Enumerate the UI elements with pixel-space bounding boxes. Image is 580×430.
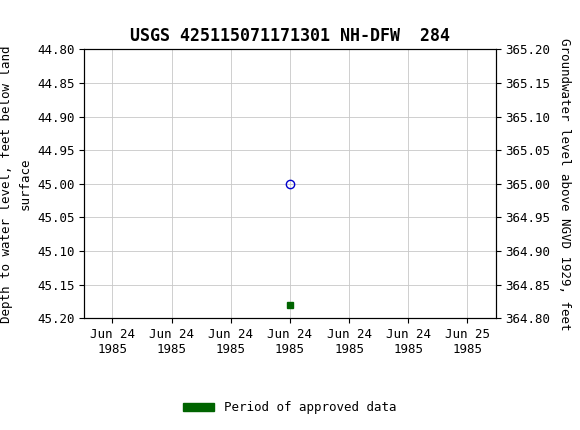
Y-axis label: Depth to water level, feet below land
surface: Depth to water level, feet below land su… [1, 45, 31, 322]
Title: USGS 425115071171301 NH-DFW  284: USGS 425115071171301 NH-DFW 284 [130, 27, 450, 45]
Text: USGS: USGS [75, 11, 135, 30]
Legend: Period of approved data: Period of approved data [178, 396, 402, 419]
Y-axis label: Groundwater level above NGVD 1929, feet: Groundwater level above NGVD 1929, feet [557, 37, 571, 330]
